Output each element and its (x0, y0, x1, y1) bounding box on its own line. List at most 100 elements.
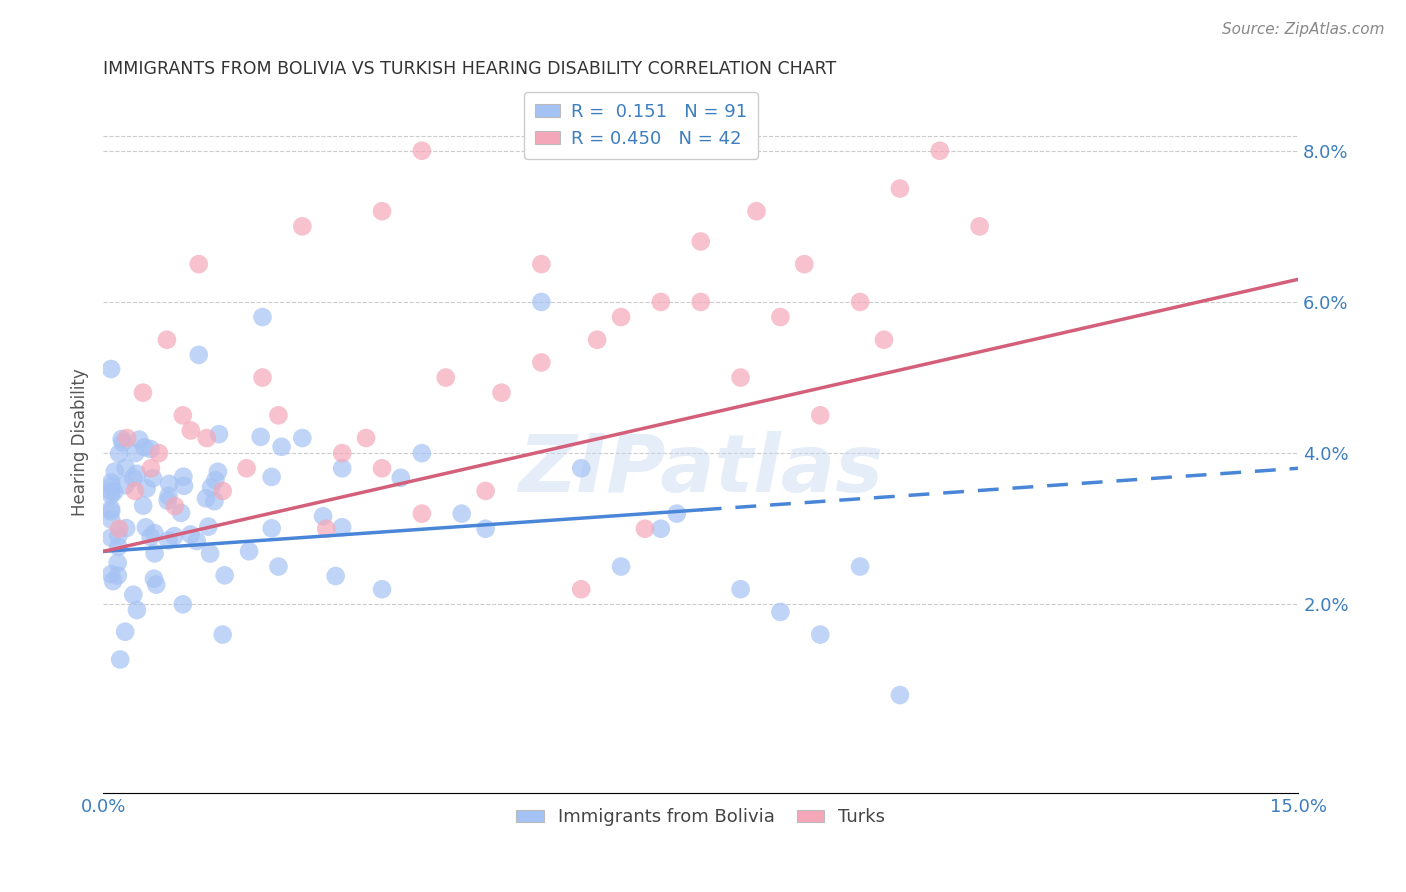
Legend: Immigrants from Bolivia, Turks: Immigrants from Bolivia, Turks (509, 801, 893, 833)
Point (586, 333, 609, 347)
Point (198, 547, 221, 561)
Point (849, 295, 872, 310)
Point (186, 534, 208, 549)
Point (330, 520, 353, 534)
Text: Source: ZipAtlas.com: Source: ZipAtlas.com (1222, 22, 1385, 37)
Point (108, 446, 131, 460)
Point (411, 144, 433, 158)
Text: IMMIGRANTS FROM BOLIVIA VS TURKISH HEARING DISABILITY CORRELATION CHART: IMMIGRANTS FROM BOLIVIA VS TURKISH HEARI… (103, 60, 837, 78)
Point (107, 568, 129, 582)
Point (689, 235, 711, 249)
Point (107, 529, 129, 543)
Point (889, 181, 911, 195)
Point (170, 506, 193, 520)
Point (172, 409, 194, 423)
Point (100, 531, 122, 545)
Point (100, 488, 122, 502)
Point (204, 473, 226, 487)
Point (207, 465, 229, 479)
Point (928, 144, 950, 158)
Point (111, 435, 134, 450)
Point (157, 476, 180, 491)
Point (200, 480, 222, 494)
Point (371, 204, 394, 219)
Point (122, 588, 145, 602)
Point (157, 533, 180, 548)
Point (354, 431, 377, 445)
Point (569, 582, 592, 597)
Point (238, 544, 260, 558)
Point (249, 430, 271, 444)
Point (114, 478, 136, 492)
Point (143, 526, 166, 541)
Point (157, 489, 180, 503)
Point (132, 385, 155, 400)
Point (849, 559, 872, 574)
Point (128, 433, 150, 447)
Point (139, 530, 162, 544)
Point (689, 295, 711, 310)
Point (103, 484, 125, 499)
Point (114, 460, 136, 475)
Point (122, 471, 145, 485)
Point (873, 333, 896, 347)
Point (111, 432, 134, 446)
Point (187, 348, 209, 362)
Point (969, 219, 991, 234)
Point (330, 446, 353, 460)
Point (195, 431, 218, 445)
Point (610, 559, 633, 574)
Point (569, 461, 592, 475)
Point (315, 522, 337, 536)
Point (371, 582, 394, 597)
Point (730, 370, 752, 384)
Point (610, 310, 633, 324)
Point (108, 522, 131, 536)
Point (107, 556, 129, 570)
Text: ZIPatlas: ZIPatlas (519, 431, 883, 509)
Point (163, 529, 186, 543)
Point (100, 475, 122, 490)
Point (187, 257, 209, 271)
Point (260, 521, 283, 535)
Point (808, 627, 831, 641)
Point (124, 483, 146, 498)
Point (267, 409, 290, 423)
Point (114, 624, 136, 639)
Point (291, 431, 314, 445)
Point (211, 627, 233, 641)
Point (267, 559, 290, 574)
Point (474, 483, 496, 498)
Point (665, 507, 688, 521)
Point (115, 431, 138, 445)
Point (156, 333, 179, 347)
Point (252, 310, 274, 324)
Point (330, 461, 353, 475)
Y-axis label: Hearing Disability: Hearing Disability (72, 368, 89, 516)
Point (101, 574, 124, 589)
Point (270, 440, 292, 454)
Point (389, 471, 412, 485)
Point (173, 479, 195, 493)
Point (808, 409, 831, 423)
Point (650, 295, 672, 310)
Point (793, 257, 815, 271)
Point (145, 577, 167, 591)
Point (208, 427, 231, 442)
Point (650, 522, 672, 536)
Point (100, 504, 122, 518)
Point (104, 465, 127, 479)
Point (100, 484, 122, 499)
Point (134, 440, 156, 454)
Point (411, 446, 433, 460)
Point (107, 540, 129, 554)
Point (100, 362, 122, 376)
Point (194, 491, 217, 506)
Point (125, 603, 148, 617)
Point (132, 499, 155, 513)
Point (172, 598, 194, 612)
Point (156, 493, 179, 508)
Point (211, 483, 233, 498)
Point (371, 461, 394, 475)
Point (730, 582, 752, 597)
